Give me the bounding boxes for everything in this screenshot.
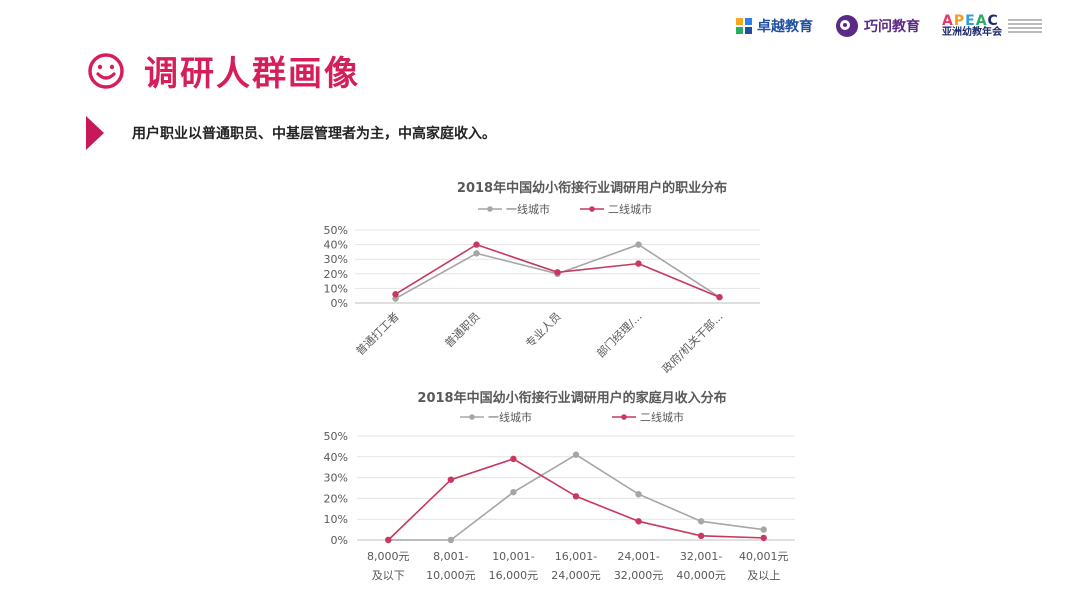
chart1-xtick: 专业人员 <box>523 309 564 350</box>
chart2-ytick: 30% <box>324 472 348 485</box>
chart1-xtick: 普通职员 <box>442 309 483 350</box>
chart1-xtick: 部门经理/... <box>594 309 645 360</box>
chart1-ytick: 20% <box>324 268 348 281</box>
apeac-logo-fineprint <box>1008 17 1042 35</box>
qiaowen-logo-text: 巧问教育 <box>864 19 920 35</box>
chart1-ytick: 50% <box>324 224 348 237</box>
chart2-legend-label: 二线城市 <box>640 410 684 424</box>
chart2-ytick: 20% <box>324 492 348 505</box>
chart2-xtick: 8,000元 <box>367 550 410 563</box>
chart1-xtick: 政府/机关干部... <box>659 309 726 376</box>
zhuoyue-logo: 卓越教育 <box>736 16 813 36</box>
chart1-point <box>554 269 561 276</box>
chart2-xtick: 32,000元 <box>614 569 664 582</box>
apeac-logo: APEAC 亚洲幼教年会 <box>942 14 1042 38</box>
chart1-point <box>716 293 723 301</box>
chart2-point <box>635 491 642 498</box>
chart2-xtick: 及以上 <box>747 569 780 582</box>
chart1-point <box>473 250 480 257</box>
chart1-ytick: 40% <box>324 239 348 252</box>
chart1-ytick: 0% <box>331 297 348 310</box>
chart1-point <box>473 241 480 248</box>
zhuoyue-logo-icon <box>736 18 752 34</box>
chart1-point <box>635 260 642 267</box>
chart2-legend-marker <box>621 414 627 420</box>
qiaowen-logo: 巧问教育 <box>835 14 920 38</box>
chart2-legend-marker <box>469 414 475 420</box>
chart1-xtick: 普通打工者 <box>353 309 402 358</box>
chart2-xtick: 40,000元 <box>676 569 726 582</box>
logo-bar: 卓越教育 巧问教育 APEAC 亚洲幼教年会 <box>736 14 1042 38</box>
chart1-ytick: 10% <box>324 282 348 295</box>
chart1-point <box>635 241 642 248</box>
chart2-xtick: 40,001元 <box>739 550 789 563</box>
title-row: 调研人群画像 <box>86 46 360 95</box>
chart2-point <box>447 476 455 483</box>
chart2-xtick: 10,001- <box>492 550 534 563</box>
chart2-xtick: 10,000元 <box>426 569 476 582</box>
qiaowen-logo-icon <box>836 15 858 37</box>
zhuoyue-logo-text: 卓越教育 <box>757 19 813 35</box>
chart2-point <box>635 518 642 525</box>
apeac-logo-cn: 亚洲幼教年会 <box>942 27 1002 38</box>
chart1-title: 2018年中国幼小衔接行业调研用户的职业分布 <box>457 180 727 196</box>
chart2-point <box>697 518 705 525</box>
chart2-xtick: 24,000元 <box>551 569 601 582</box>
chart1-legend-marker <box>487 206 493 212</box>
chart2-ytick: 50% <box>324 430 348 443</box>
chart2-point <box>572 493 580 500</box>
chart2-legend-label: 一线城市 <box>488 410 532 424</box>
chart2-point <box>510 488 517 496</box>
chart2-point <box>510 455 517 463</box>
page-title: 调研人群画像 <box>144 54 360 94</box>
chart2-point <box>572 451 580 458</box>
apeac-logo-text: APEAC <box>942 13 999 29</box>
chart2-xtick: 16,000元 <box>489 569 539 582</box>
smile-icon <box>88 52 124 89</box>
chart1-point <box>392 291 399 298</box>
chart2-ytick: 0% <box>331 534 348 547</box>
summary-text: 用户职业以普通职员、中基层管理者为主，中高家庭收入。 <box>132 126 496 142</box>
chart1-ytick: 30% <box>324 253 348 266</box>
chart2-point <box>385 536 392 544</box>
chart2-xtick: 及以下 <box>372 569 405 582</box>
chart2-title: 2018年中国幼小衔接行业调研用户的家庭月收入分布 <box>417 390 726 406</box>
chart2-ytick: 40% <box>324 451 348 464</box>
chart2-point <box>697 532 705 540</box>
arrow-right-icon <box>86 116 104 150</box>
chart2-xtick: 32,001- <box>680 550 722 563</box>
chart1-legend-label: 二线城市 <box>608 202 652 216</box>
chart1-legend-marker <box>589 206 595 212</box>
chart2-point <box>760 526 767 533</box>
chart2-point <box>447 536 455 544</box>
chart2-xtick: 8,001- <box>433 550 468 563</box>
chart2-point <box>760 534 767 542</box>
chart2-xtick: 24,001- <box>617 550 659 563</box>
chart2-ytick: 10% <box>324 513 348 526</box>
chart1-point <box>392 295 399 302</box>
chart2-xtick: 16,001- <box>555 550 597 563</box>
summary-row: 用户职业以普通职员、中基层管理者为主，中高家庭收入。 <box>86 116 496 150</box>
chart1-legend-label: 一线城市 <box>506 202 550 216</box>
